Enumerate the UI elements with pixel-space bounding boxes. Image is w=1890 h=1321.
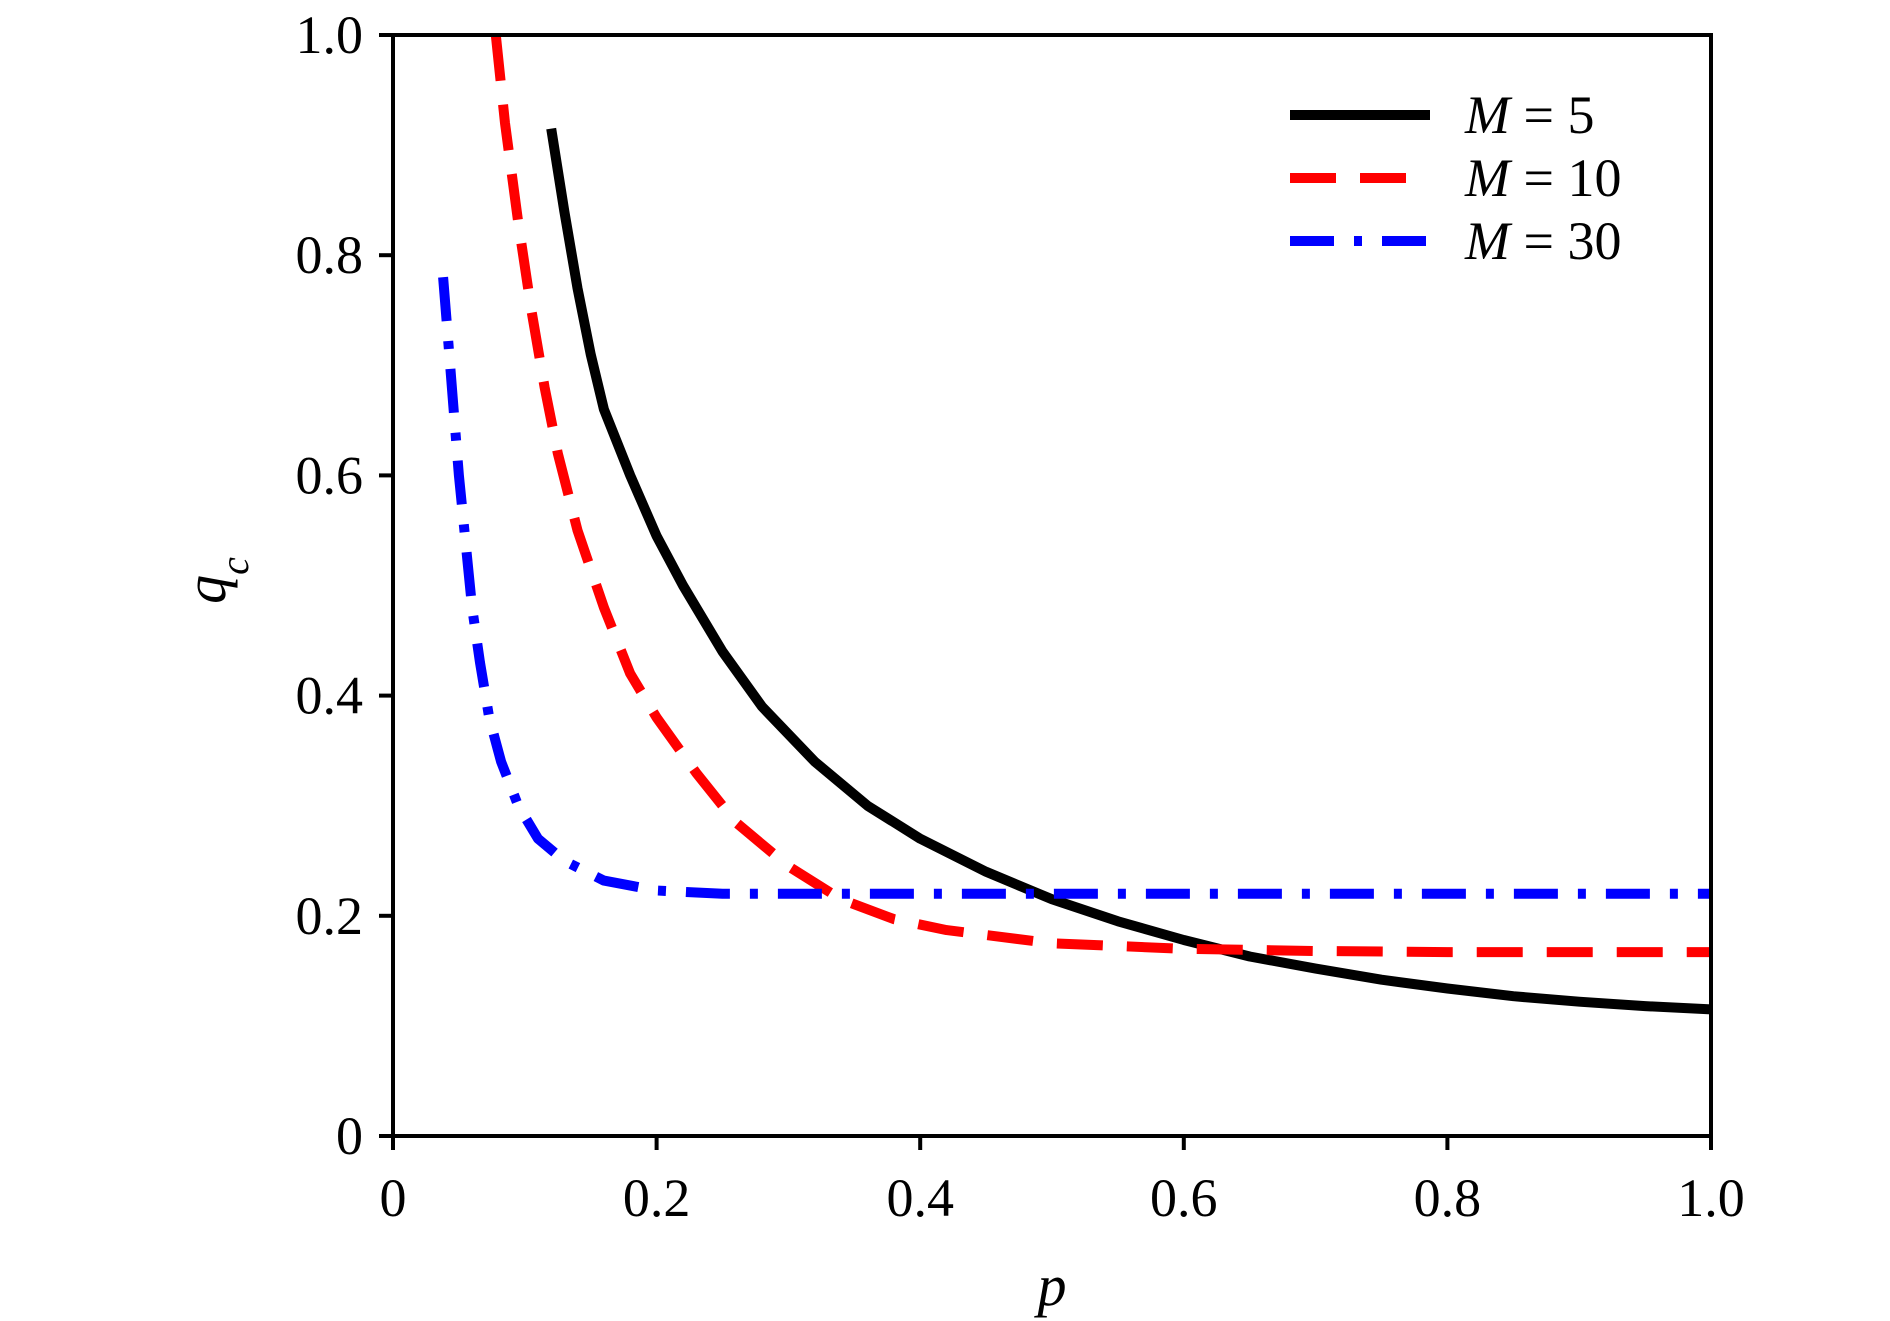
x-tick-label: 0.2	[623, 1168, 691, 1228]
y-tick-label: 0.6	[296, 445, 364, 505]
y-tick-label: 0	[336, 1106, 363, 1166]
legend: M = 5M = 10M = 30	[1290, 85, 1621, 271]
legend-label: M = 30	[1464, 211, 1621, 271]
x-tick-label: 0	[380, 1168, 407, 1228]
legend-label: M = 10	[1464, 148, 1621, 208]
x-tick-label: 0.8	[1414, 1168, 1482, 1228]
svg-text:qc: qc	[173, 557, 257, 604]
plot-frame	[391, 33, 1713, 1138]
y-tick-label: 0.8	[296, 225, 364, 285]
x-tick-label: 1.0	[1677, 1168, 1745, 1228]
series-layer	[438, 34, 1712, 1015]
series-line-2	[490, 34, 1711, 958]
series-line-1	[546, 127, 1712, 1015]
series-line-3	[438, 276, 1711, 899]
y-axis-title-subscript: c	[212, 557, 257, 575]
x-tick-label: 0.6	[1150, 1168, 1218, 1228]
x-axis-title: p	[1034, 1253, 1067, 1318]
y-tick-label: 0.4	[296, 666, 364, 726]
legend-item: M = 10	[1290, 148, 1621, 208]
y-tick-label: 1.0	[296, 5, 364, 65]
legend-item: M = 5	[1290, 85, 1594, 145]
x-tick-label: 0.4	[886, 1168, 954, 1228]
tick-layer: 0 0.2 0.4 0.6 0.8 1.0 0 0.2 0.4 0.6 0.8 1.0	[296, 5, 1745, 1228]
y-tick-label: 0.2	[296, 886, 364, 946]
legend-item: M = 30	[1290, 211, 1621, 271]
legend-label: M = 5	[1464, 85, 1594, 145]
y-axis-title: qc	[173, 557, 257, 604]
y-axis-title-main: q	[173, 575, 238, 604]
